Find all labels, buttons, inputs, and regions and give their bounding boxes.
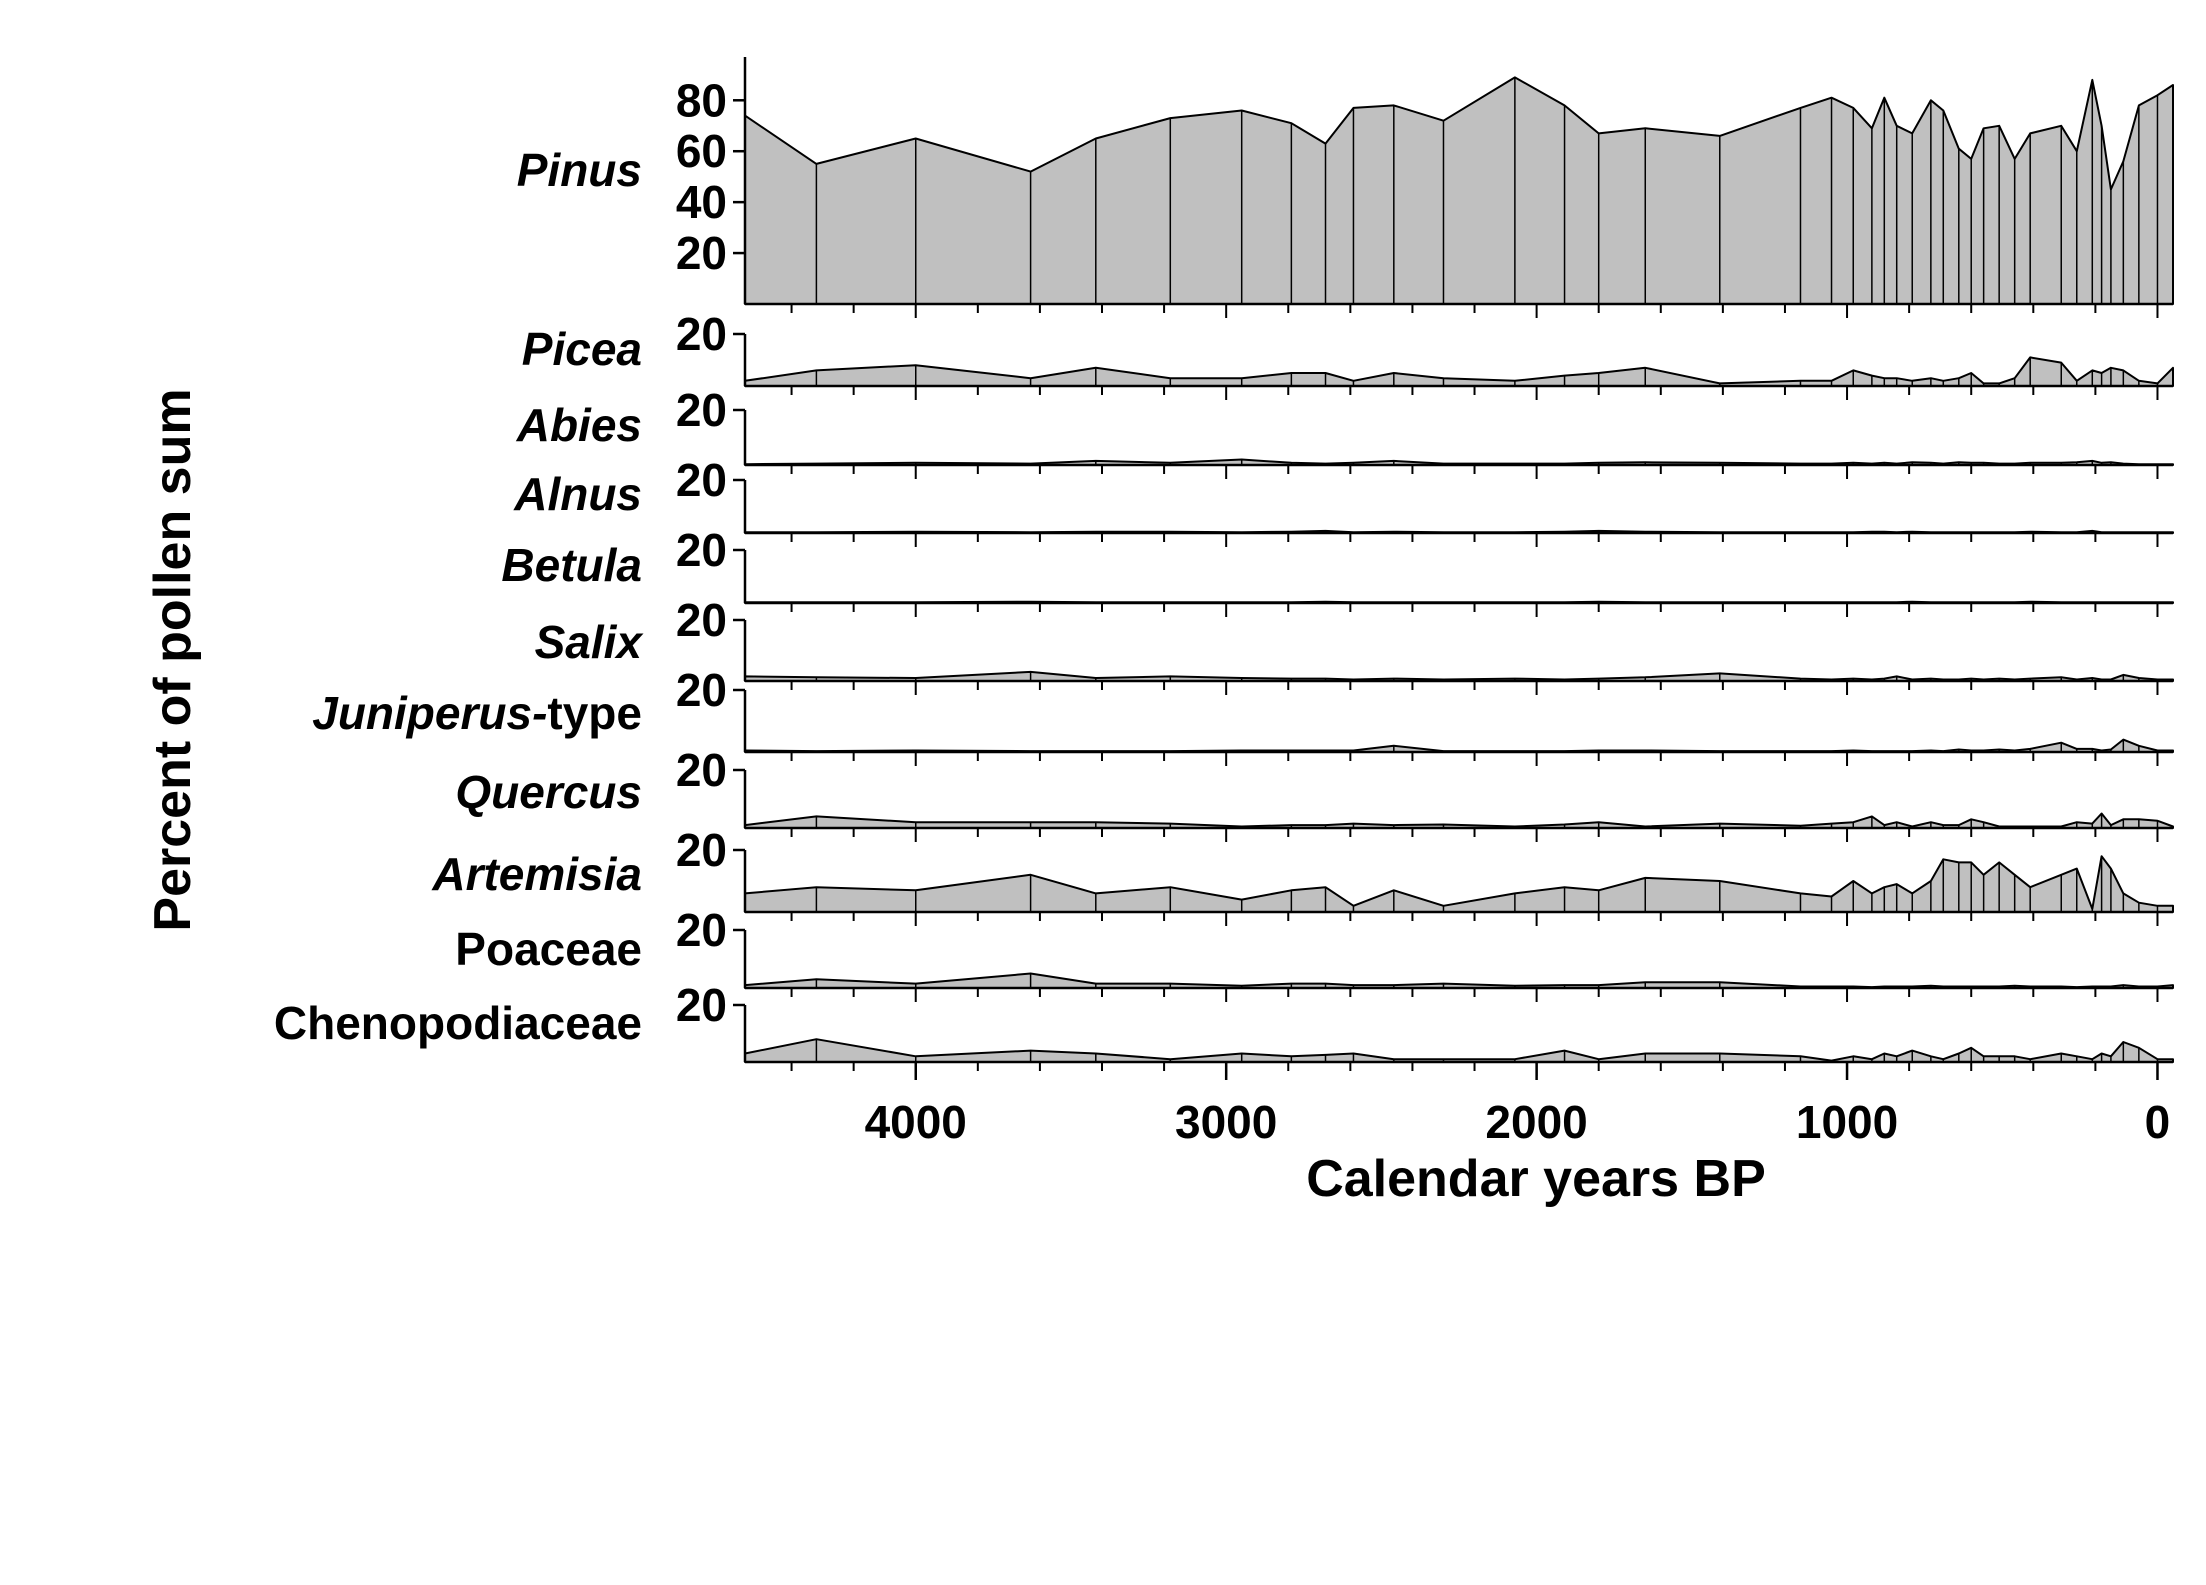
y-tick-label: 20 (676, 524, 727, 576)
y-tick-label: 40 (676, 176, 727, 228)
taxon-label-juniperus-type: Juniperus-type (312, 687, 642, 739)
x-tick-label: 4000 (865, 1096, 967, 1148)
panel-alnus: 20 Alnus (513, 454, 2174, 547)
x-tick-label: 1000 (1796, 1096, 1898, 1148)
taxon-label-italic-part: Juniperus- (312, 687, 547, 739)
area-abies (744, 458, 2174, 466)
taxon-label-chenopodiaceae: Chenopodiaceae (274, 997, 642, 1049)
taxon-label-picea: Picea (522, 323, 642, 375)
y-tick-label: 20 (676, 824, 727, 876)
y-tick-label: 20 (676, 979, 727, 1031)
y-tick-label: 20 (676, 308, 727, 360)
panel-betula: 20 Betula (501, 524, 2174, 617)
y-tick-label: 20 (676, 227, 727, 279)
y-tick-label: 20 (676, 744, 727, 796)
area-quercus (744, 812, 2174, 829)
taxon-label-poaceae: Poaceae (455, 923, 642, 975)
y-tick-label: 20 (676, 454, 727, 506)
y-axis-title: Percent of pollen sum (144, 388, 202, 931)
x-axis: 4000 3000 2000 1000 0 (865, 1062, 2171, 1148)
y-tick-label: 20 (676, 384, 727, 436)
area-picea (744, 356, 2174, 387)
area-chenopodiaceae (744, 1038, 2174, 1063)
panel-chenopodiaceae: 20 Chenopodiaceae (274, 979, 2174, 1076)
area-artemisia (744, 855, 2174, 913)
x-tick-label: 3000 (1175, 1096, 1277, 1148)
x-tick-label: 0 (2145, 1096, 2171, 1148)
panel-abies: 20 Abies (516, 384, 2174, 479)
y-tick-label: 20 (676, 594, 727, 646)
x-tick-label: 2000 (1485, 1096, 1587, 1148)
y-tick-label: 20 (676, 904, 727, 956)
taxon-label-pinus: Pinus (517, 144, 642, 196)
panel-salix: 20 Salix (535, 594, 2174, 695)
y-tick-label: 80 (676, 74, 727, 126)
taxon-panels: 20406080Pinus20Picea20Abies20Alnus20Betu… (274, 57, 2174, 1076)
taxon-label-quercus: Quercus (455, 766, 642, 818)
taxon-label-abies: Abies (516, 399, 642, 451)
y-tick-label: 20 (676, 664, 727, 716)
panel-poaceae: 20 Poaceae (455, 904, 2174, 1002)
taxon-label-alnus: Alnus (513, 468, 642, 520)
y-tick-label: 60 (676, 125, 727, 177)
area-salix (744, 670, 2174, 682)
area-pinus (744, 76, 2174, 305)
taxon-label-betula: Betula (501, 539, 642, 591)
panel-juniperus-type: 20 Juniperus-type (312, 664, 2174, 766)
panel-quercus: 20 Quercus (455, 744, 2174, 842)
panel-picea: 20 Picea (522, 308, 2174, 400)
taxon-label-artemisia: Artemisia (431, 848, 642, 900)
x-axis-title: Calendar years BP (1306, 1150, 1766, 1208)
taxon-label-salix: Salix (535, 616, 645, 668)
taxon-label-plain-part: type (547, 687, 642, 739)
panel-artemisia: 20 Artemisia (431, 824, 2174, 926)
